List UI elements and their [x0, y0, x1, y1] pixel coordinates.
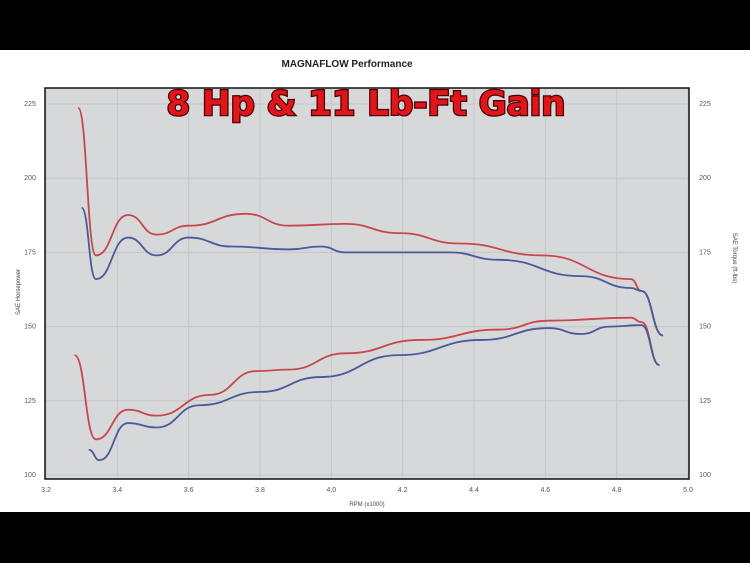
plot-area	[45, 88, 689, 479]
x-tick-label: 3.6	[184, 487, 194, 494]
x-tick-label: 4.6	[540, 487, 550, 494]
y2-tick-label: 125	[699, 398, 711, 405]
x-tick-label: 3.2	[41, 487, 51, 494]
horsepower-stock-line	[88, 324, 660, 462]
x-tick-label: 4.0	[326, 487, 336, 494]
horsepower-modified-line	[74, 316, 660, 441]
y-tick-label: 125	[24, 398, 36, 405]
x-tick-label: 3.4	[112, 487, 122, 494]
gain-annotation: 8 Hp & 11 Lb-Ft Gain	[167, 84, 566, 124]
x-tick-label: 3.8	[255, 487, 265, 494]
chart-title: MAGNAFLOW Performance	[281, 59, 413, 70]
x-tick-label: 4.4	[469, 487, 479, 494]
y2-tick-label: 100	[699, 472, 711, 479]
y2-tick-label: 150	[699, 324, 711, 331]
y2-axis-label: SAE Torque (ft-lbs)	[731, 233, 737, 284]
y-tick-label: 200	[24, 175, 36, 182]
y-tick-label: 175	[24, 249, 36, 256]
y-tick-label: 100	[24, 472, 36, 479]
y2-tick-label: 225	[699, 101, 711, 108]
y-axis-label: SAE Horsepower	[16, 269, 22, 315]
x-tick-label: 4.2	[398, 487, 408, 494]
y-tick-label: 150	[24, 324, 36, 331]
torque-modified-line	[77, 106, 664, 337]
y2-tick-label: 200	[699, 175, 711, 182]
x-tick-label: 4.8	[612, 487, 622, 494]
plot-frame	[44, 87, 690, 480]
x-axis-label: RPM (x1000)	[349, 502, 384, 508]
x-tick-label: 5.0	[683, 487, 693, 494]
y2-tick-label: 175	[699, 249, 711, 256]
y-tick-label: 225	[24, 101, 36, 108]
torque-stock-line	[80, 206, 664, 337]
